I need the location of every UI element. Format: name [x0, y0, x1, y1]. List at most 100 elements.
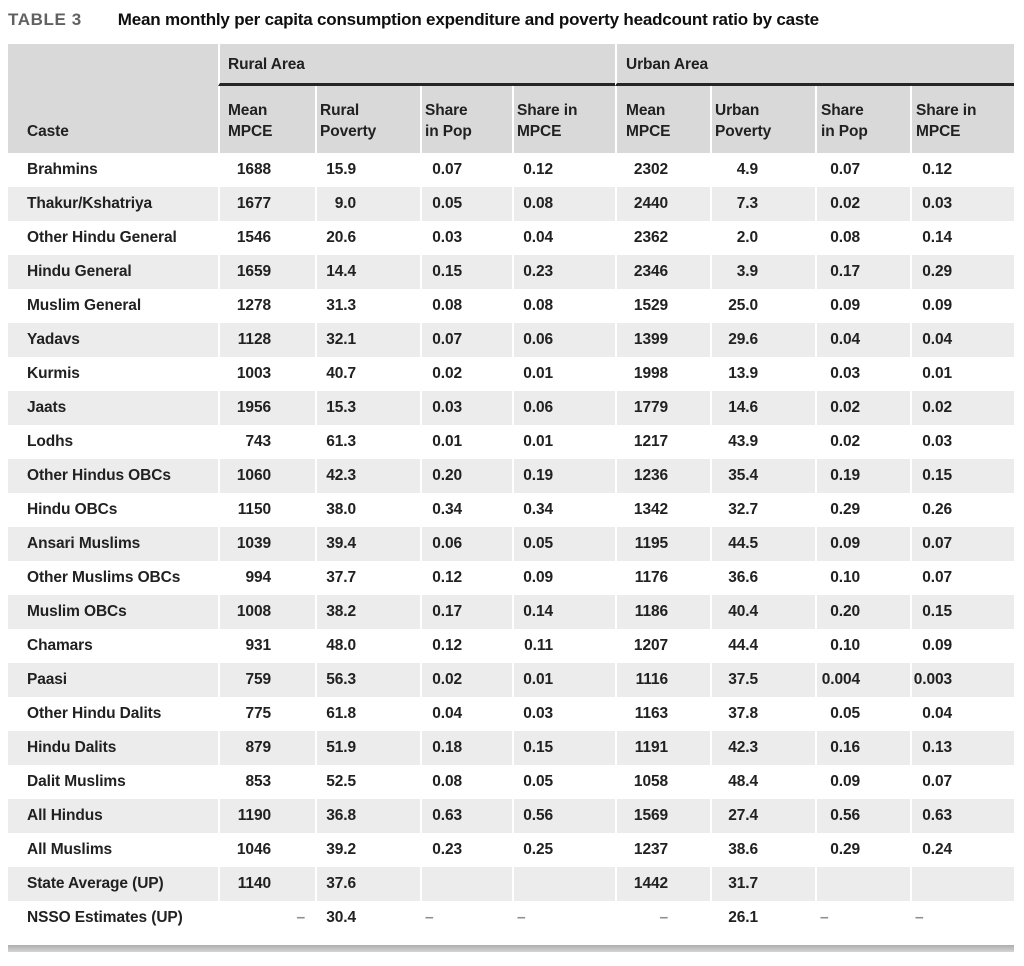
value-cell: 1140 — [218, 867, 315, 901]
caste-cell: Other Hindus OBCs — [8, 459, 218, 493]
value-cell: 879 — [218, 731, 315, 765]
table-row: Hindu General 1659 14.4 0.15 0.23 2346 3.9 0.17… — [8, 255, 1015, 289]
value-cell: 1008 — [218, 595, 315, 629]
column-header-rural-mean-mpce: Mean MPCE — [218, 86, 315, 153]
table-row: Hindu Dalits 879 51.9 0.18 0.15 1191 42.3 0.16 0… — [8, 731, 1015, 765]
caste-cell: Yadavs — [8, 323, 218, 357]
table-caption: Mean monthly per capita consumption expe… — [117, 10, 819, 29]
caste-cell: Thakur/Kshatriya — [8, 187, 218, 221]
table-row: Hindu OBCs 1150 38.0 0.34 0.34 1342 32.7 0.29 0.… — [8, 493, 1014, 527]
column-header-urban-poverty: Urban Poverty — [710, 86, 816, 153]
value-cell: 0.10 — [815, 629, 910, 663]
value-cell: 0.17 — [815, 255, 911, 289]
value-cell: 0.12 — [910, 153, 1014, 187]
column-header-rural-poverty: Rural Poverty — [315, 86, 420, 153]
value-cell: 0.15 — [512, 731, 616, 765]
value-cell: 0.02 — [815, 187, 911, 221]
caste-cell: Muslim OBCs — [8, 595, 218, 629]
caste-cell: Jaats — [8, 391, 218, 425]
value-cell: 0.01 — [512, 425, 615, 459]
value-cell: 1779 — [615, 391, 711, 425]
value-cell — [815, 867, 911, 901]
value-cell: 48.4 — [710, 765, 815, 799]
table-row: Brahmins 1688 15.9 0.07 0.12 2302 4.9 0.07 0.12 — [8, 153, 1014, 187]
value-cell: 1688 — [218, 153, 315, 187]
value-cell: 39.2 — [315, 833, 420, 867]
value-cell: 1207 — [615, 629, 710, 663]
value-cell: 0.04 — [910, 323, 1015, 357]
table-row: Muslim OBCs 1008 38.2 0.17 0.14 1186 40.4 0.20 0… — [8, 595, 1015, 629]
value-cell: 31.3 — [315, 289, 420, 323]
column-header-rural-share-in-pop: Share in Pop — [420, 86, 512, 153]
value-cell: 2440 — [615, 187, 711, 221]
value-cell: 0.56 — [815, 799, 911, 833]
value-cell: 0.10 — [815, 561, 910, 595]
value-cell: 0.09 — [815, 289, 910, 323]
value-cell: 14.6 — [710, 391, 816, 425]
table-row: Jaats 1956 15.3 0.03 0.06 1779 14.6 0.02 0.02 — [8, 391, 1015, 425]
value-cell: 0.16 — [815, 731, 911, 765]
value-cell: 0.13 — [910, 731, 1015, 765]
value-cell: – — [218, 901, 315, 935]
value-cell: 1399 — [615, 323, 711, 357]
value-cell: 1998 — [615, 357, 710, 391]
value-cell: 9.0 — [315, 187, 420, 221]
value-cell: 1176 — [615, 561, 710, 595]
value-cell: 0.08 — [512, 187, 616, 221]
value-cell: 37.5 — [710, 663, 816, 697]
value-cell: 0.03 — [420, 221, 512, 255]
table-row: Chamars 931 48.0 0.12 0.11 1207 44.4 0.10 0.09 — [8, 629, 1014, 663]
caste-cell: Chamars — [27, 637, 93, 654]
value-cell: 14.4 — [315, 255, 420, 289]
value-cell: 1128 — [218, 323, 315, 357]
group-header-spacer — [8, 44, 218, 86]
value-cell: 1060 — [218, 459, 315, 493]
value-cell: 1546 — [218, 221, 315, 255]
value-cell: 36.8 — [315, 799, 420, 833]
value-cell: 0.12 — [512, 153, 615, 187]
value-cell: 40.7 — [315, 357, 420, 391]
value-cell: 743 — [218, 425, 315, 459]
value-cell: 37.6 — [315, 867, 420, 901]
value-cell: 1237 — [615, 833, 710, 867]
caste-cell: Other Hindu General — [27, 229, 177, 246]
value-cell: 26.1 — [710, 901, 815, 935]
value-cell: 0.20 — [815, 595, 911, 629]
value-cell: 1163 — [615, 697, 710, 731]
value-cell: 0.12 — [420, 629, 512, 663]
value-cell: 51.9 — [315, 731, 420, 765]
table-body: Brahmins 1688 15.9 0.07 0.12 2302 4.9 0.07 0.12 T… — [8, 153, 1015, 935]
value-cell: 32.1 — [315, 323, 420, 357]
value-cell: 44.4 — [710, 629, 815, 663]
caste-cell: Muslim General — [27, 297, 142, 314]
value-cell: 0.63 — [420, 799, 512, 833]
value-cell: 0.09 — [815, 527, 911, 561]
caste-cell: Hindu OBCs — [27, 501, 118, 518]
value-cell: 0.02 — [420, 663, 512, 697]
table-row: Ansari Muslims 1039 39.4 0.06 0.05 1195 44.5 0.… — [8, 527, 1015, 561]
value-cell: 38.0 — [315, 493, 420, 527]
value-cell: 7.3 — [710, 187, 816, 221]
value-cell: 0.07 — [815, 153, 910, 187]
value-cell: 38.2 — [315, 595, 420, 629]
table-row: Other Hindu General 1546 20.6 0.03 0.04 2362 2… — [8, 221, 1014, 255]
table-row: Other Muslims OBCs 994 37.7 0.12 0.09 1176 36.… — [8, 561, 1014, 595]
value-cell: 20.6 — [315, 221, 420, 255]
caste-cell: Lodhs — [27, 433, 73, 450]
caste-cell: Hindu Dalits — [8, 731, 218, 765]
value-cell: 40.4 — [710, 595, 816, 629]
value-cell: 37.7 — [315, 561, 420, 595]
value-cell: 61.3 — [315, 425, 420, 459]
value-cell: 0.23 — [512, 255, 616, 289]
value-cell: 0.03 — [512, 697, 615, 731]
value-cell: 0.01 — [910, 357, 1014, 391]
value-cell: 0.07 — [420, 323, 512, 357]
value-cell: 30.4 — [315, 901, 420, 935]
value-cell: 1191 — [615, 731, 711, 765]
caste-cell: Dalit Muslims — [27, 773, 126, 790]
value-cell: 1186 — [615, 595, 711, 629]
table-row: Dalit Muslims 853 52.5 0.08 0.05 1058 48.4 0.09… — [8, 765, 1014, 799]
value-cell: – — [615, 901, 710, 935]
value-cell: 994 — [218, 561, 315, 595]
